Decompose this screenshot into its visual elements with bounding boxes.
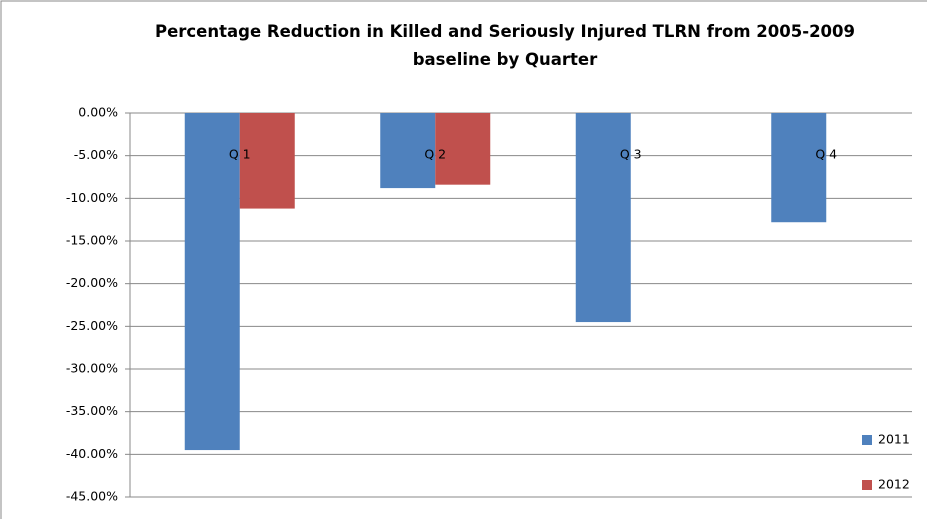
y-tick-label: -15.00% [66, 233, 118, 248]
y-tick-label: -10.00% [66, 190, 118, 205]
y-tick-label: -5.00% [74, 147, 118, 162]
x-tick-label: Q 1 [229, 147, 251, 162]
y-tick-label: -20.00% [66, 275, 118, 290]
y-tick-label: -25.00% [66, 318, 118, 333]
bar [239, 113, 295, 209]
y-tick-label: -40.00% [66, 446, 118, 461]
bar [771, 113, 827, 223]
y-tick-label: -35.00% [66, 403, 118, 418]
legend-label: 2011 [878, 432, 910, 447]
x-tick-label: Q 3 [620, 147, 642, 162]
bar [435, 113, 491, 185]
y-tick-label: 0.00% [78, 105, 118, 120]
y-tick-label: -30.00% [66, 361, 118, 376]
x-tick-label: Q 4 [815, 147, 837, 162]
bar [380, 113, 436, 189]
chart-title: Percentage Reduction in Killed and Serio… [154, 22, 855, 69]
bar [184, 113, 240, 451]
y-tick-label: -45.00% [66, 489, 118, 504]
legend-label: 2012 [878, 477, 910, 492]
legend-swatch [862, 435, 872, 445]
x-tick-label: Q 2 [424, 147, 446, 162]
legend-swatch [862, 480, 872, 490]
bar [575, 113, 631, 323]
